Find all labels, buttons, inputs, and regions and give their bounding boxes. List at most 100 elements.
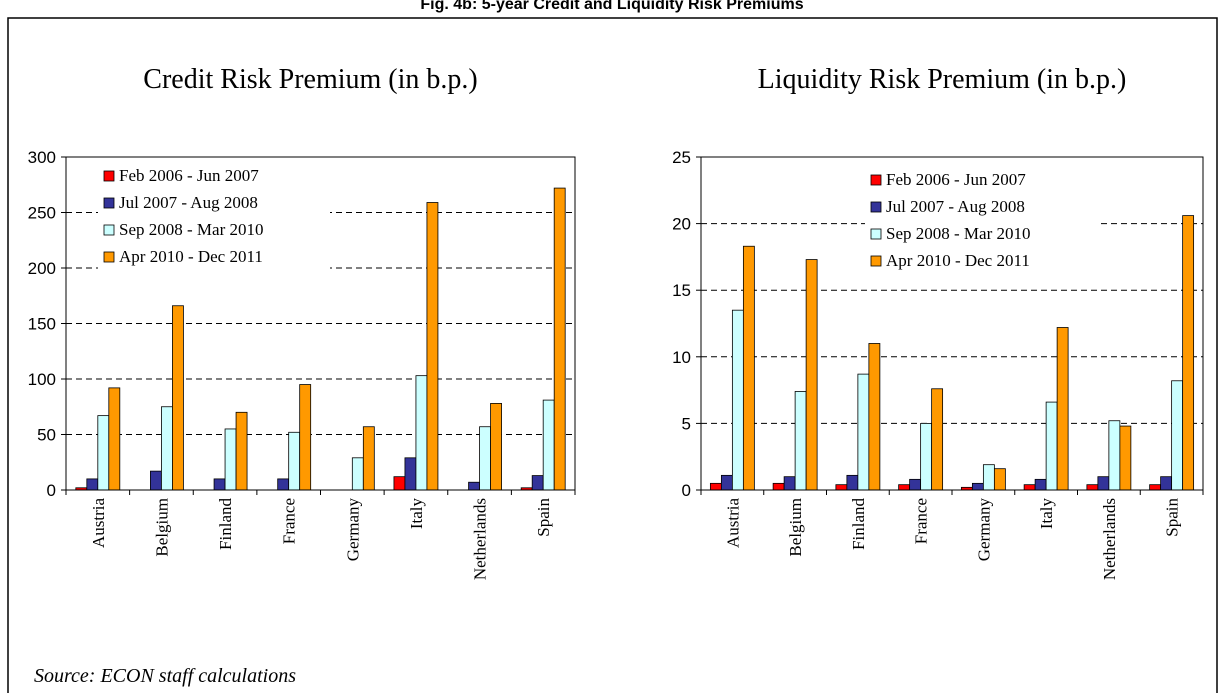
figure-title: Fig. 4b: 5-year Credit and Liquidity Ris… xyxy=(420,0,803,13)
legend-label: Jul 2007 - Aug 2008 xyxy=(886,197,1025,216)
bar xyxy=(868,343,881,491)
x-tick-label: Netherlands xyxy=(471,498,490,580)
bar xyxy=(1160,476,1173,491)
bar xyxy=(1119,425,1132,491)
bar xyxy=(1023,484,1036,491)
x-tick-label: Spain xyxy=(534,498,553,537)
bar xyxy=(909,478,922,491)
x-tick-label: Finland xyxy=(216,498,235,550)
legend-swatch xyxy=(103,170,115,182)
bar xyxy=(542,399,555,491)
bar xyxy=(1149,484,1162,491)
bar xyxy=(426,202,439,491)
y-tick-label: 100 xyxy=(28,370,56,389)
bar xyxy=(920,422,933,491)
bar xyxy=(531,475,544,491)
x-tick-label: Germany xyxy=(343,498,362,562)
y-tick-label: 25 xyxy=(672,148,691,167)
x-tick-label: France xyxy=(912,498,931,544)
legend-swatch xyxy=(870,255,882,267)
bar xyxy=(971,482,984,491)
bar xyxy=(1034,478,1047,491)
bar xyxy=(1045,401,1058,491)
bar xyxy=(404,457,417,491)
bar xyxy=(898,484,911,491)
bar xyxy=(213,478,226,491)
bar xyxy=(857,373,870,491)
legend-swatch xyxy=(103,197,115,209)
legend-label: Apr 2010 - Dec 2011 xyxy=(886,251,1030,270)
bar xyxy=(224,428,237,491)
chart-title: Liquidity Risk Premium (in b.p.) xyxy=(758,64,1127,95)
legend-swatch xyxy=(870,174,882,186)
bar xyxy=(161,406,173,491)
bar xyxy=(362,426,375,491)
legend-label: Jul 2007 - Aug 2008 xyxy=(119,193,258,212)
y-tick-label: 5 xyxy=(682,414,691,433)
x-tick-label: France xyxy=(280,498,299,544)
bar xyxy=(720,474,733,491)
x-tick-label: Finland xyxy=(849,498,868,550)
legend-swatch xyxy=(870,201,882,213)
y-tick-label: 250 xyxy=(28,204,56,223)
bar xyxy=(86,478,99,491)
y-tick-label: 150 xyxy=(28,315,56,334)
frame xyxy=(7,17,1218,693)
source-note: Source: ECON staff calculations xyxy=(34,665,296,687)
bar xyxy=(982,464,995,491)
bar xyxy=(846,474,859,491)
x-tick-label: Austria xyxy=(723,498,742,549)
bar xyxy=(172,305,184,491)
bar xyxy=(731,309,744,491)
x-tick-label: Netherlands xyxy=(1100,498,1119,580)
legend-swatch xyxy=(103,251,115,263)
x-tick-label: Italy xyxy=(1037,498,1056,530)
bar xyxy=(97,415,110,491)
bar xyxy=(553,187,566,491)
bar xyxy=(1182,215,1195,491)
y-tick-label: 200 xyxy=(28,259,56,278)
bar xyxy=(772,482,785,491)
bar xyxy=(288,431,301,491)
bar xyxy=(794,391,807,491)
bar xyxy=(835,484,848,491)
x-tick-label: Belgium xyxy=(152,498,171,557)
x-tick-label: Belgium xyxy=(786,498,805,557)
plot-border xyxy=(700,156,1204,491)
legend-box xyxy=(98,161,330,275)
bar xyxy=(783,476,796,491)
legend-swatch xyxy=(103,224,115,236)
bar xyxy=(479,426,491,491)
bar xyxy=(1056,327,1069,491)
y-tick-label: 15 xyxy=(672,281,691,300)
bar xyxy=(150,470,162,491)
x-tick-label: Austria xyxy=(89,498,108,549)
bar xyxy=(415,375,428,491)
bar xyxy=(351,457,364,491)
bar xyxy=(108,387,121,491)
bar xyxy=(709,482,722,491)
legend-label: Feb 2006 - Jun 2007 xyxy=(886,170,1026,189)
legend-label: Sep 2008 - Mar 2010 xyxy=(119,220,263,239)
bar xyxy=(993,468,1006,491)
x-tick-label: Spain xyxy=(1163,498,1182,537)
bar xyxy=(1171,380,1184,491)
legend-label: Feb 2006 - Jun 2007 xyxy=(119,166,259,185)
legend-label: Apr 2010 - Dec 2011 xyxy=(119,247,263,266)
legend-box xyxy=(865,165,1097,279)
x-tick-label: Italy xyxy=(407,498,426,530)
bar xyxy=(468,481,480,491)
bar xyxy=(1086,484,1099,491)
y-tick-label: 0 xyxy=(47,481,56,500)
plot-border xyxy=(65,156,576,491)
y-tick-label: 300 xyxy=(28,148,56,167)
y-tick-label: 0 xyxy=(682,481,691,500)
bar xyxy=(805,259,818,491)
bar xyxy=(490,403,502,491)
bar xyxy=(393,476,406,491)
bar xyxy=(299,384,312,491)
chart-title: Credit Risk Premium (in b.p.) xyxy=(143,64,477,95)
bar xyxy=(277,478,290,491)
x-tick-label: Germany xyxy=(974,498,993,562)
